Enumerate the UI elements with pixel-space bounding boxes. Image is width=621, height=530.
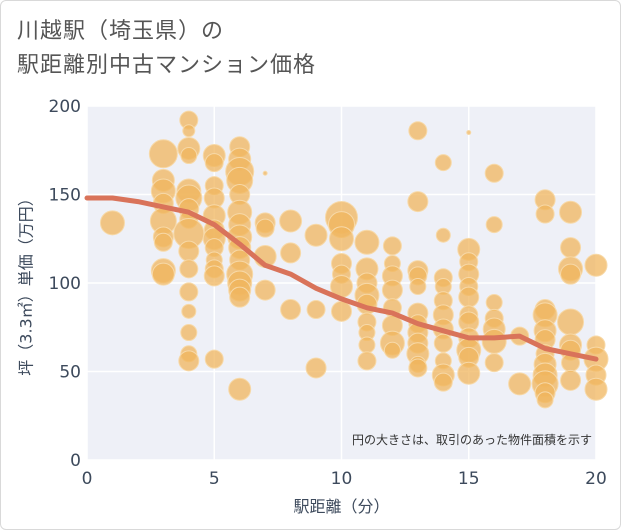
bubble-point [179,259,199,279]
bubble-point [559,200,583,224]
bubble-point [560,237,582,259]
x-axis-title: 駅距離（分） [293,497,389,516]
bubble-point [382,236,402,256]
bubble-point [381,279,403,301]
bubble-point [178,240,200,262]
bubble-point [180,324,198,342]
bubble-point [433,372,453,392]
x-tick-label: 20 [585,469,607,489]
y-tick-label: 0 [70,451,81,471]
bubble-point [280,242,302,264]
bubble-point [584,253,608,277]
bubble-point [434,154,452,172]
bubble-point [178,350,200,372]
bubble-point [279,209,303,233]
bubble-point [228,377,252,401]
bubble-point [306,300,326,320]
bubble-point [280,299,302,321]
bubble-point [584,377,608,401]
y-tick-label: 50 [59,363,81,383]
bubble-point [481,328,507,354]
bubble-point [151,262,175,286]
bubble-point [99,210,125,236]
bubble-point [255,218,275,238]
bubble-point [435,227,451,243]
y-axis-title: 坪（3.3㎡）単価（万円） [17,190,36,375]
bubble-point [383,341,401,359]
y-axis-ticks: 0 50 100 150 200 [49,97,81,471]
bubble-point [304,223,328,247]
chart-title-line2: 駅距離別中古マンション価格 [17,53,317,78]
bubble-point [179,282,199,302]
bubble-point [357,351,377,371]
bubble-point [262,170,268,176]
bubble-point [329,226,354,252]
x-axis-ticks: 0 5 10 15 20 [82,469,607,489]
bubble-point [466,130,472,136]
bubble-point [484,163,504,183]
bubble-point [204,349,224,369]
bubble-point [535,204,555,224]
bubble-point [305,357,327,379]
bubble-point [182,124,196,138]
bubble-point [508,372,532,396]
y-tick-label: 100 [49,274,81,294]
trend-line [84,195,599,362]
size-annotation: 円の大きさは、取引のあった物件面積を示す [352,432,592,447]
x-tick-label: 0 [82,469,93,489]
x-tick-label: 10 [331,469,353,489]
bubble-point [204,153,224,173]
bubble-point [203,265,225,287]
bubble-point [229,286,251,308]
bubble-point [331,300,352,322]
x-tick-label: 15 [458,469,480,489]
bubble-point [153,232,173,252]
bubble-layer [99,110,609,409]
bubble-point [457,361,481,385]
bubble-point [484,353,504,373]
bubble-point [557,308,585,336]
bubble-point [180,147,198,165]
bubble-point [560,263,582,285]
bubble-point [408,121,428,141]
y-tick-label: 200 [49,97,81,117]
bubble-point [458,286,480,308]
y-tick-label: 150 [49,186,81,206]
bubble-point [254,279,276,301]
bubble-point [536,391,554,409]
bubble-point [408,358,428,378]
bubble-point [485,293,503,311]
bubble-point [409,278,427,296]
bubble-point [181,303,197,319]
chart-title: 川越駅（埼玉県）の 駅距離別中古マンション価格 [17,15,316,83]
bubble-point [354,229,380,255]
bubble-point [485,216,503,234]
bubble-point [407,191,429,213]
chart-title-line1: 川越駅（埼玉県）の [17,19,225,44]
bubble-point [433,333,453,353]
x-tick-label: 5 [209,469,220,489]
bubble-point [148,139,178,169]
bubble-point [560,369,582,391]
bubble-point [358,336,376,354]
